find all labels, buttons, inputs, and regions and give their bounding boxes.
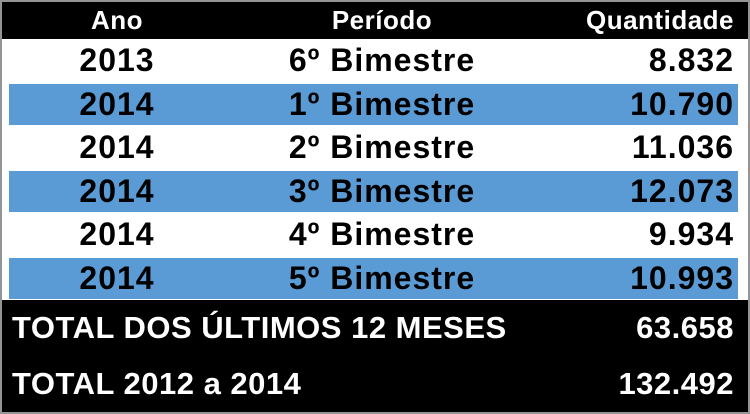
- total-row: TOTAL 2012 a 2014 132.492: [2, 356, 748, 412]
- total-value: 63.658: [636, 310, 734, 345]
- table-body: 2013 6º Bimestre 8.832 2014 1º Bimestre …: [2, 39, 748, 300]
- total-row: TOTAL DOS ÚLTIMOS 12 MESES 63.658: [2, 300, 748, 356]
- cell-quantidade: 10.993: [630, 259, 734, 296]
- cell-ano: 2014: [79, 216, 155, 253]
- cell-ano: 2014: [79, 129, 155, 166]
- total-label: TOTAL 2012 a 2014: [12, 366, 302, 401]
- table-header: Ano Período Quantidade: [2, 2, 748, 39]
- table-row: 2014 4º Bimestre 9.934: [2, 213, 748, 257]
- table-row: 2014 5º Bimestre 10.993: [2, 256, 748, 300]
- cell-periodo: 1º Bimestre: [288, 85, 476, 122]
- cell-ano: 2014: [79, 172, 155, 209]
- total-value: 132.492: [618, 366, 734, 401]
- table-footer: TOTAL DOS ÚLTIMOS 12 MESES 63.658 TOTAL …: [2, 300, 748, 412]
- cell-quantidade: 11.036: [631, 129, 734, 166]
- cell-quantidade: 10.790: [630, 85, 734, 122]
- cell-periodo: 2º Bimestre: [288, 129, 476, 166]
- header-ano: Ano: [90, 5, 144, 35]
- cell-ano: 2014: [79, 85, 155, 122]
- table-row: 2014 3º Bimestre 12.073: [2, 169, 748, 213]
- table-row: 2014 2º Bimestre 11.036: [2, 126, 748, 170]
- cell-quantidade: 9.934: [648, 216, 734, 253]
- cell-quantidade: 8.832: [648, 42, 734, 79]
- total-label: TOTAL DOS ÚLTIMOS 12 MESES: [12, 310, 507, 345]
- table-row: 2014 1º Bimestre 10.790: [2, 82, 748, 126]
- table-row: 2013 6º Bimestre 8.832: [2, 39, 748, 83]
- cell-periodo: 6º Bimestre: [288, 42, 476, 79]
- cell-quantidade: 12.073: [630, 172, 734, 209]
- cell-periodo: 3º Bimestre: [288, 172, 476, 209]
- cell-periodo: 5º Bimestre: [288, 259, 476, 296]
- cell-ano: 2013: [79, 42, 155, 79]
- header-periodo: Período: [331, 5, 433, 35]
- header-quantidade: Quantidade: [585, 5, 734, 35]
- cell-ano: 2014: [79, 259, 155, 296]
- cell-periodo: 4º Bimestre: [288, 216, 476, 253]
